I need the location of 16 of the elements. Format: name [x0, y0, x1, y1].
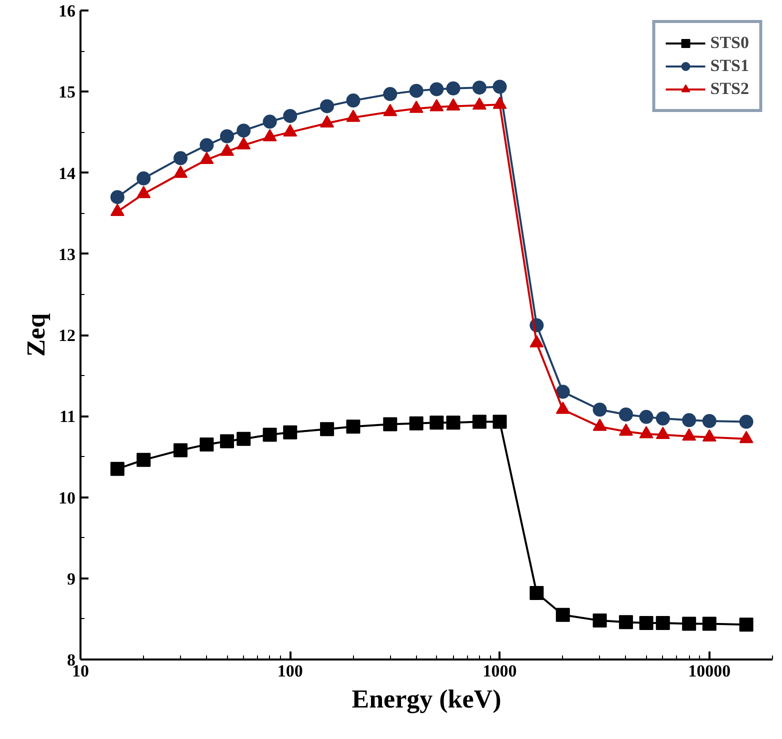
y-axis-title: Zeq [22, 312, 50, 357]
x-tick-label: 1000 [482, 662, 517, 680]
y-tick-label: 10 [58, 488, 76, 508]
y-tick-label: 11 [59, 407, 76, 426]
legend-label: STS1 [710, 56, 749, 76]
x-tick-label: 10000 [688, 662, 731, 680]
legend-label: STS2 [710, 79, 749, 99]
y-tick-label: 9 [67, 569, 76, 588]
y-tick-label: 14 [58, 164, 76, 183]
y-tick-label: 15 [58, 82, 76, 102]
y-tick-label: 12 [58, 326, 76, 345]
y-tick-label: 16 [58, 2, 76, 20]
y-tick-label: 13 [58, 244, 76, 264]
legend-label: STS0 [710, 33, 749, 53]
x-tick-label: 100 [277, 662, 303, 680]
x-axis-title: Energy (keV) [352, 684, 502, 714]
